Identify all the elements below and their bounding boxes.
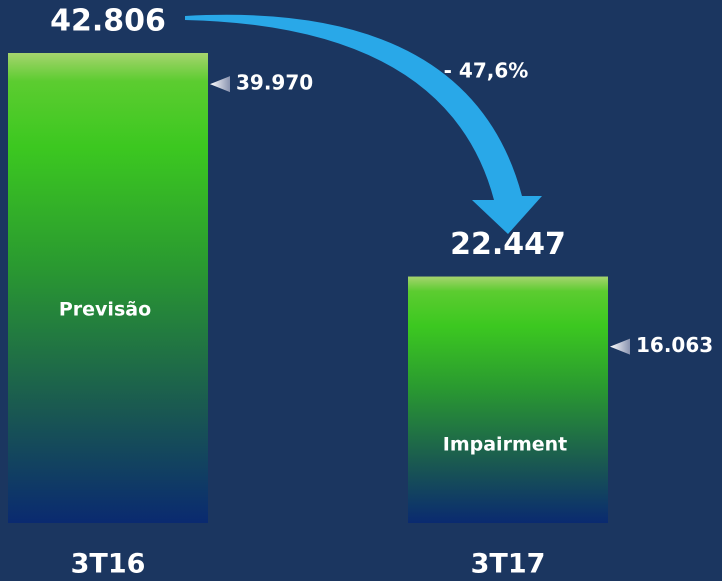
marker-label: 39.970 [236, 71, 313, 95]
value-label: 42.806 [50, 4, 166, 39]
bar-label: Impairment [443, 434, 567, 456]
change-annotation: - 47,6% [444, 59, 529, 83]
change-arrow [185, 14, 542, 235]
bar [408, 276, 608, 523]
value-label: 22.447 [450, 227, 566, 262]
bar-label: Previsão [59, 299, 151, 321]
x-tick-label: 3T17 [471, 549, 546, 580]
x-tick-label: 3T16 [71, 549, 146, 580]
marker [610, 338, 630, 355]
marker [210, 76, 230, 93]
marker-label: 16.063 [636, 333, 713, 357]
bar [8, 53, 208, 523]
